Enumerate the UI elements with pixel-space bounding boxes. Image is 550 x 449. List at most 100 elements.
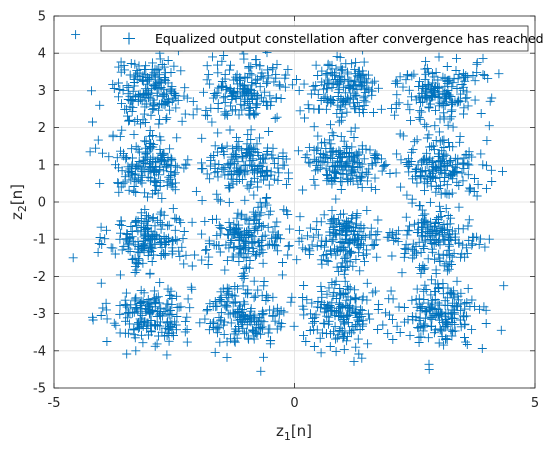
data-point — [449, 167, 459, 176]
data-point — [108, 132, 118, 142]
data-point — [205, 79, 215, 89]
data-point — [455, 132, 465, 142]
data-point — [148, 214, 158, 224]
data-point — [316, 217, 326, 227]
data-point — [387, 251, 397, 261]
data-point — [483, 73, 493, 83]
data-point — [209, 151, 219, 160]
data-point — [134, 61, 144, 71]
data-point — [358, 321, 367, 331]
data-point — [161, 240, 170, 249]
data-point — [314, 104, 324, 114]
data-point — [248, 207, 258, 217]
data-point — [331, 250, 341, 260]
data-point — [176, 66, 186, 76]
data-point — [434, 338, 444, 348]
data-point — [245, 256, 255, 265]
data-point — [229, 242, 239, 252]
data-point — [454, 224, 464, 234]
data-point — [188, 110, 198, 120]
data-point — [341, 160, 350, 170]
data-point — [231, 92, 241, 102]
data-point — [421, 56, 431, 66]
data-point — [370, 76, 380, 86]
data-point — [349, 98, 358, 108]
data-point — [336, 185, 346, 194]
data-point — [216, 196, 225, 206]
data-point — [345, 248, 355, 258]
data-point — [176, 218, 186, 228]
data-point — [276, 94, 286, 103]
data-point — [260, 171, 270, 181]
data-point — [475, 304, 484, 314]
data-point — [446, 155, 456, 165]
data-point — [408, 144, 418, 154]
data-point — [258, 167, 268, 177]
data-point — [283, 241, 293, 251]
data-point — [272, 324, 282, 334]
data-point — [138, 71, 148, 81]
data-point — [370, 239, 380, 249]
data-point — [248, 95, 257, 104]
data-point — [140, 65, 149, 74]
data-point — [259, 352, 268, 362]
data-point — [222, 297, 232, 307]
data-point — [391, 234, 401, 243]
data-point — [484, 121, 494, 131]
data-point — [121, 316, 130, 326]
data-point — [145, 74, 154, 84]
data-point — [294, 86, 304, 96]
data-point — [357, 171, 367, 181]
data-point — [336, 302, 346, 311]
data-point — [357, 182, 367, 192]
data-point — [462, 93, 472, 103]
data-point — [177, 242, 187, 252]
data-point — [414, 333, 424, 343]
data-point — [326, 94, 335, 104]
data-point — [423, 333, 433, 343]
data-point — [97, 240, 107, 249]
data-point — [150, 341, 160, 351]
data-point — [155, 70, 165, 80]
data-point — [198, 163, 208, 173]
data-point — [443, 245, 453, 255]
data-point — [410, 167, 420, 177]
data-point — [146, 315, 156, 325]
data-point — [136, 176, 146, 186]
data-point — [430, 81, 440, 91]
data-point — [253, 202, 263, 212]
data-point — [396, 155, 406, 165]
data-points — [68, 30, 509, 376]
data-point — [431, 136, 441, 145]
data-point — [213, 68, 223, 78]
data-point — [145, 131, 154, 141]
data-point — [448, 327, 458, 337]
data-point — [472, 58, 482, 68]
data-point — [166, 306, 175, 316]
data-point — [336, 150, 346, 160]
data-point — [253, 285, 263, 295]
data-point — [220, 70, 230, 80]
data-point — [214, 295, 224, 305]
data-point — [418, 261, 428, 271]
data-point — [326, 139, 336, 149]
data-point — [203, 305, 212, 314]
y-tick-label: -3 — [33, 307, 46, 322]
data-point — [420, 119, 430, 129]
data-point — [172, 312, 182, 321]
data-point — [441, 259, 451, 269]
data-point — [129, 72, 139, 82]
data-point — [392, 321, 402, 331]
data-point — [281, 154, 291, 164]
data-point — [452, 300, 462, 310]
data-point — [280, 82, 290, 92]
data-point — [331, 194, 341, 204]
data-point — [313, 164, 323, 174]
data-point — [152, 231, 162, 241]
data-point — [346, 328, 356, 338]
data-point — [372, 252, 382, 262]
data-point — [444, 157, 454, 167]
data-point — [431, 215, 441, 224]
data-point — [410, 246, 419, 256]
